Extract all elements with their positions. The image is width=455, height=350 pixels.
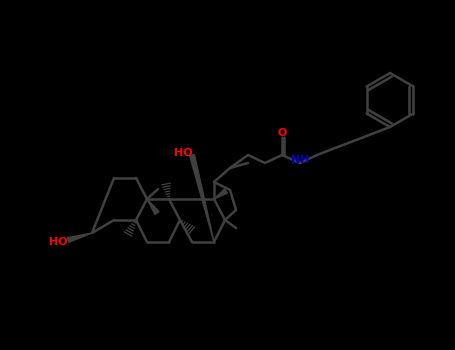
- Text: O: O: [277, 128, 287, 138]
- Polygon shape: [147, 199, 159, 215]
- Polygon shape: [67, 233, 92, 243]
- Text: NH: NH: [291, 155, 309, 165]
- Polygon shape: [214, 189, 228, 199]
- Text: HO: HO: [49, 237, 67, 247]
- Text: HO: HO: [174, 148, 192, 158]
- Polygon shape: [190, 154, 214, 242]
